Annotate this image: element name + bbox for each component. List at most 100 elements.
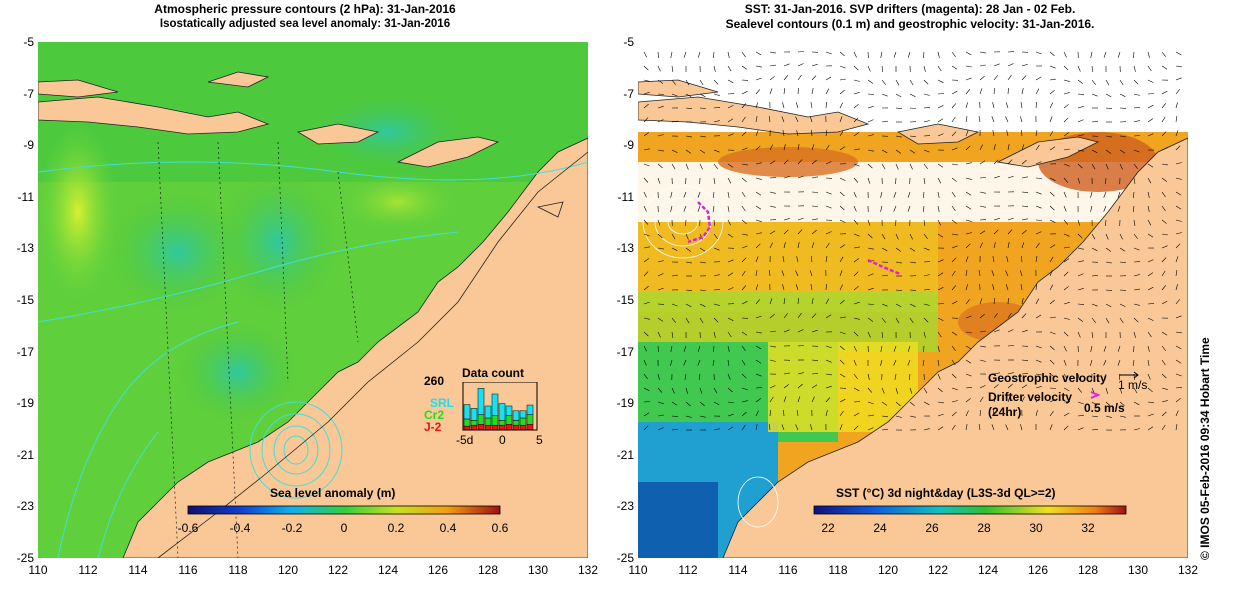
velocity-arrow	[1049, 373, 1056, 378]
velocity-arrow	[825, 256, 828, 263]
velocity-arrow	[853, 258, 860, 263]
velocity-arrow	[853, 132, 860, 137]
velocity-arrow	[713, 79, 719, 85]
velocity-arrow	[811, 396, 815, 403]
velocity-arrow	[811, 205, 819, 207]
velocity-arrow	[993, 144, 996, 151]
velocity-arrow	[1105, 233, 1109, 240]
velocity-arrow	[1117, 205, 1121, 212]
velocity-arrow	[1063, 117, 1069, 123]
velocity-arrow	[965, 145, 971, 151]
velocity-arrow	[825, 298, 830, 305]
velocity-arrow	[727, 426, 734, 431]
velocity-arrow	[755, 424, 758, 431]
velocity-arrow	[1007, 372, 1014, 375]
velocity-arrow	[881, 120, 888, 123]
velocity-arrow	[993, 88, 996, 95]
velocity-arrow	[1091, 303, 1098, 307]
velocity-arrow	[1091, 79, 1096, 85]
velocity-arrow	[727, 401, 734, 404]
velocity-arrow	[727, 413, 734, 417]
velocity-arrow	[1049, 116, 1053, 123]
velocity-arrow	[893, 51, 897, 58]
velocity-arrow	[1077, 414, 1084, 417]
velocity-arrow	[1063, 65, 1069, 71]
velocity-arrow	[1091, 331, 1094, 338]
right-title-line2: Sealevel contours (0.1 m) and geostrophi…	[725, 17, 1095, 31]
velocity-arrow	[853, 51, 857, 58]
velocity-arrow	[713, 65, 716, 72]
velocity-arrow	[825, 101, 827, 109]
velocity-arrow	[699, 93, 706, 97]
velocity-arrow	[781, 424, 785, 431]
velocity-arrow	[881, 65, 884, 72]
velocity-arrow	[853, 285, 859, 291]
velocity-arrow	[993, 159, 999, 165]
velocity-arrow	[1021, 218, 1028, 221]
velocity-arrow	[670, 51, 673, 58]
velocity-arrow	[1035, 283, 1037, 291]
velocity-arrow	[1133, 219, 1136, 226]
velocity-arrow	[1161, 400, 1168, 403]
velocity-arrow	[1035, 76, 1042, 81]
colorbar-tick: 0.4	[439, 521, 457, 535]
velocity-arrow	[825, 130, 828, 137]
velocity-arrow	[923, 247, 930, 251]
velocity-arrow	[755, 299, 761, 305]
velocity-arrow	[951, 285, 957, 291]
velocity-arrow	[965, 299, 970, 305]
velocity-arrow	[795, 284, 799, 291]
velocity-arrow	[769, 88, 773, 95]
velocity-arrow	[783, 144, 786, 151]
velocity-arrow	[825, 242, 830, 249]
velocity-arrow	[1035, 205, 1042, 209]
velocity-arrow	[825, 410, 828, 417]
velocity-arrow	[685, 401, 691, 407]
velocity-arrow	[1161, 147, 1168, 151]
velocity-arrow	[783, 396, 787, 403]
velocity-arrow	[683, 345, 687, 352]
velocity-arrow	[867, 317, 874, 322]
velocity-arrow	[795, 102, 799, 109]
inset-bar-srl	[512, 410, 520, 421]
velocity-arrow	[907, 205, 911, 212]
velocity-arrow	[1035, 219, 1043, 221]
velocity-arrow	[965, 373, 972, 377]
velocity-arrow	[1063, 331, 1069, 337]
velocity-arrow	[657, 401, 664, 405]
velocity-arrow	[965, 424, 968, 431]
velocity-arrow	[979, 385, 986, 389]
velocity-arrow	[741, 257, 747, 263]
velocity-arrow	[909, 79, 914, 86]
velocity-arrow	[923, 345, 925, 353]
velocity-arrow	[657, 219, 661, 226]
velocity-arrow	[839, 345, 845, 351]
velocity-arrow	[1147, 191, 1150, 198]
velocity-arrow	[825, 345, 832, 349]
velocity-arrow	[1049, 345, 1055, 351]
velocity-arrow	[909, 149, 916, 154]
velocity-arrow	[811, 129, 813, 137]
velocity-arrow	[685, 261, 692, 264]
velocity-arrow	[795, 424, 799, 431]
inset-bar-j2	[477, 423, 485, 431]
colorbar-tick: 26	[925, 521, 939, 535]
velocity-arrow	[1049, 51, 1055, 57]
velocity-arrow	[685, 149, 692, 154]
velocity-arrow	[979, 359, 986, 362]
velocity-arrow	[867, 93, 875, 95]
velocity-arrow	[1063, 79, 1070, 82]
velocity-arrow	[1063, 51, 1067, 58]
velocity-arrow	[1063, 373, 1068, 380]
velocity-arrow	[1049, 177, 1056, 181]
velocity-arrow	[755, 177, 762, 180]
velocity-arrow	[1175, 89, 1180, 95]
latitude-tick: -17	[616, 344, 634, 359]
velocity-arrow	[825, 51, 832, 55]
velocity-arrow	[839, 78, 846, 81]
longitude-tick: 110	[28, 563, 48, 577]
velocity-arrow	[1133, 93, 1140, 96]
velocity-arrow	[1161, 131, 1167, 137]
velocity-arrow	[1077, 177, 1081, 184]
velocity-arrow	[1021, 176, 1028, 179]
